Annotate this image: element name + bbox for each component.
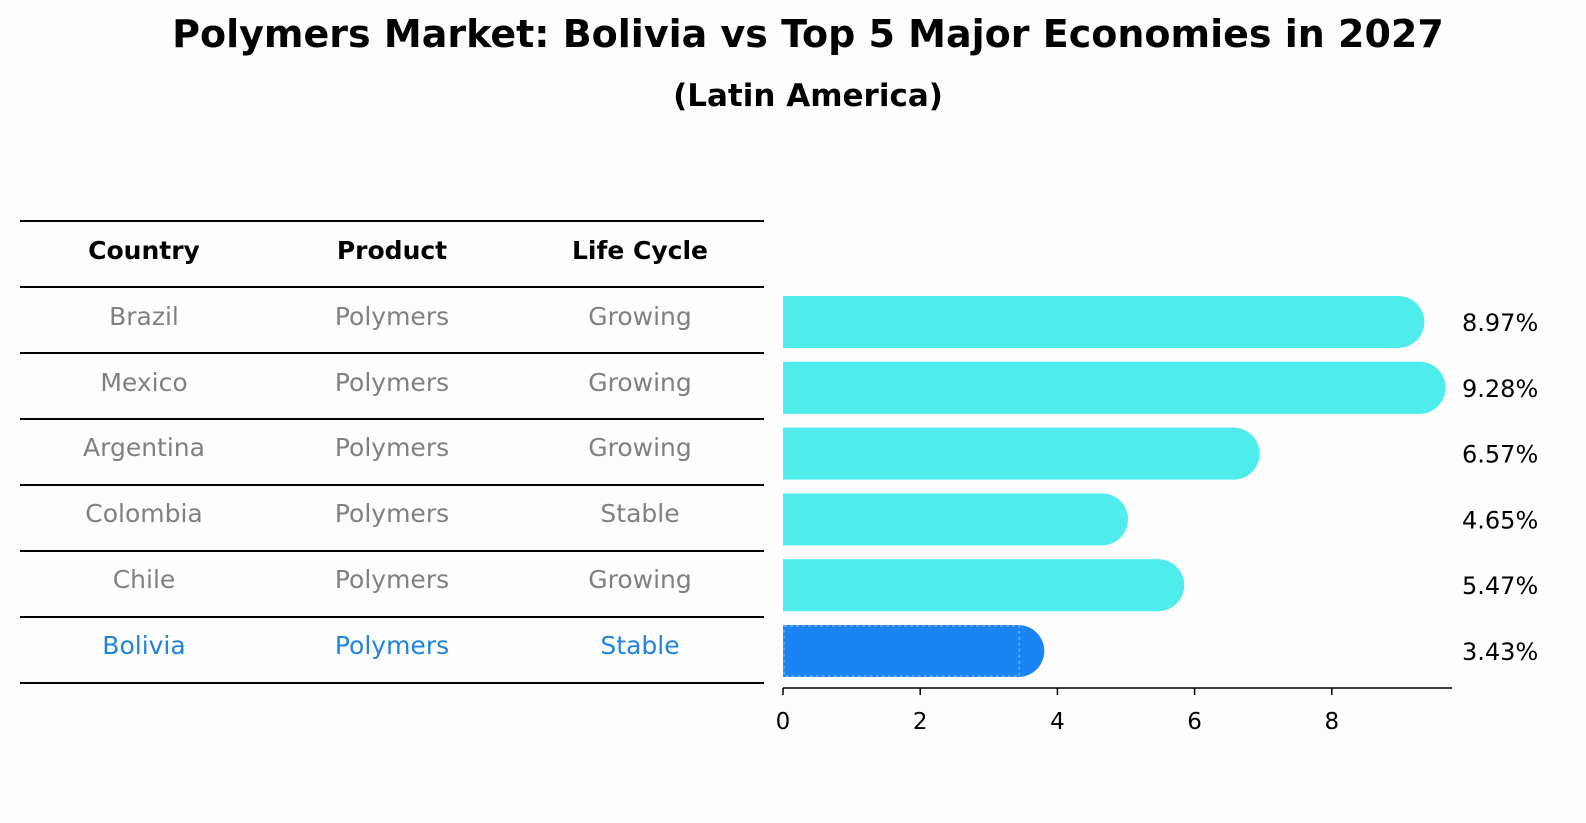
row-life-cycle: Stable <box>600 499 680 528</box>
bar-mexico <box>783 361 1420 414</box>
bar-brazil <box>783 296 1399 348</box>
x-tick-label: 4 <box>1050 709 1065 735</box>
value-label: 4.65% <box>1462 506 1538 534</box>
header-country: Country <box>88 236 200 265</box>
row-country: Chile <box>112 565 176 594</box>
bar-cap-brazil <box>1372 296 1425 348</box>
header-life-cycle: Life Cycle <box>571 236 709 265</box>
row-rule <box>20 550 764 552</box>
bar-colombia <box>783 493 1102 546</box>
row-product: Polymers <box>334 499 450 528</box>
x-tick-label: 8 <box>1324 709 1339 735</box>
row-product: Polymers <box>334 565 450 594</box>
row-country: Argentina <box>83 433 205 462</box>
bar-cap-argentina <box>1207 427 1260 480</box>
bar-cap-colombia <box>1075 493 1128 546</box>
table-bottom-rule <box>20 682 764 684</box>
row-life-cycle: Stable <box>600 631 680 660</box>
table-header-rule <box>20 286 764 288</box>
row-rule <box>20 352 764 354</box>
value-label: 5.47% <box>1462 572 1538 600</box>
row-rule <box>20 616 764 618</box>
chart-subtitle: (Latin America) <box>673 78 943 114</box>
row-country: Brazil <box>109 302 179 331</box>
bar-cap-mexico <box>1393 361 1446 414</box>
x-tick-label: 0 <box>776 709 791 735</box>
row-country: Bolivia <box>102 631 186 660</box>
row-rule <box>20 418 764 420</box>
value-label: 6.57% <box>1462 441 1538 469</box>
bar-bolivia <box>783 625 1019 677</box>
table-top-rule <box>20 220 764 222</box>
row-country: Mexico <box>100 368 188 397</box>
row-product: Polymers <box>334 368 450 397</box>
bar-cap-chile <box>1132 559 1185 612</box>
highlight-outline <box>783 625 1021 677</box>
header-product: Product <box>336 236 448 265</box>
row-life-cycle: Growing <box>588 565 692 594</box>
bar-cap-bolivia <box>992 625 1045 677</box>
value-label: 8.97% <box>1462 309 1538 337</box>
row-rule <box>20 484 764 486</box>
x-tick-label: 6 <box>1187 709 1202 735</box>
row-product: Polymers <box>334 302 450 331</box>
row-life-cycle: Growing <box>588 368 692 397</box>
row-product: Polymers <box>334 433 450 462</box>
row-life-cycle: Growing <box>588 433 692 462</box>
x-tick-label: 2 <box>913 709 928 735</box>
value-label: 9.28% <box>1462 375 1538 403</box>
chart-title: Polymers Market: Bolivia vs Top 5 Major … <box>172 12 1444 56</box>
bar-argentina <box>783 427 1234 480</box>
row-product: Polymers <box>334 631 450 660</box>
row-country: Colombia <box>85 499 203 528</box>
bar-chile <box>783 559 1159 612</box>
value-label: 3.43% <box>1462 638 1538 666</box>
row-life-cycle: Growing <box>588 302 692 331</box>
